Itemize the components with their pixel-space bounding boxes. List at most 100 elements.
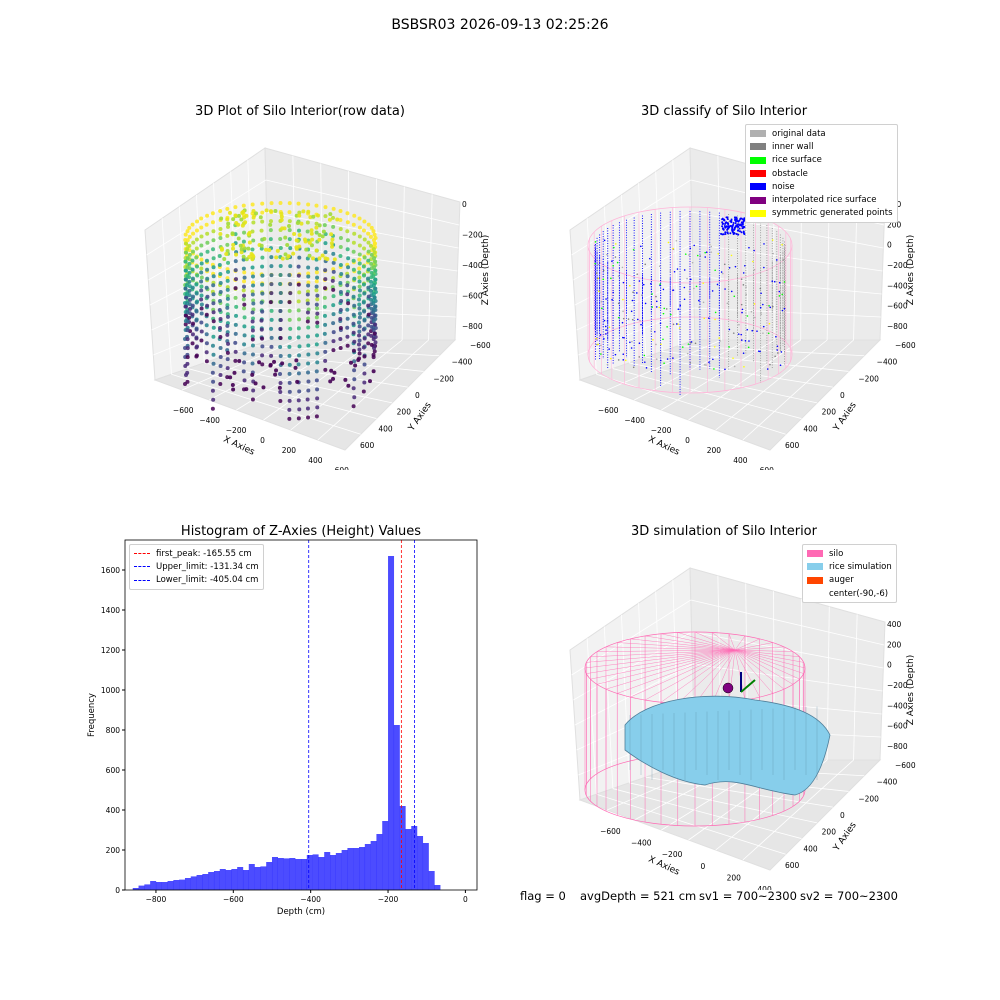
p1-point [305,406,310,411]
p1-point [369,333,374,338]
p2-point [606,363,609,366]
p1-grid [153,307,270,356]
p1-point [310,237,315,242]
p1-point [305,301,310,306]
histogram-ytick: 400 [106,806,121,815]
p1-point [323,268,328,273]
p2-point [594,260,597,262]
p4-silo-roof [630,649,736,698]
p1-grid [253,345,440,357]
p1-point [287,398,292,403]
p2-point [638,280,641,282]
p2-point [597,277,600,280]
p1-point [369,342,374,347]
p1-ylabel: Y Axies [406,400,434,433]
p1-point [287,201,292,206]
p1-point [331,206,336,211]
p1-point [352,303,357,308]
p1-point [338,235,343,240]
p1-point [264,247,269,252]
p2-grid [576,275,694,331]
legend-swatch [750,183,766,191]
p1-point [296,299,301,304]
p2-point [710,245,713,248]
p1-point [199,243,204,248]
p4-silo-roof [584,649,736,669]
histogram-bar [376,834,383,890]
p4-ytick: −600 [895,761,916,770]
histogram-bar [318,857,325,890]
p1-point [372,232,377,237]
p4-grid [690,599,885,646]
p4-ytick: −200 [858,794,879,803]
p2-point [662,288,665,291]
p2-noise-cluster [737,229,740,232]
p1-point [345,220,350,225]
p2-point [683,286,686,289]
p1-point [194,318,199,323]
p1-point [357,279,362,284]
legend-swatch [750,170,766,178]
p1-point [315,396,320,401]
panel2-legend: original data inner wall rice surface obsta… [745,124,898,224]
histogram-bar [266,862,273,890]
p1-point [314,369,319,374]
p2-point [599,334,602,336]
p1-point [211,352,216,357]
p1-point [320,253,325,258]
p1-xtick: −400 [199,416,220,425]
p1-point [362,237,367,242]
p2-point [766,368,769,370]
p1-point [331,330,336,335]
p1-point [199,234,204,239]
p1-point [211,397,216,402]
p1-point [228,375,233,380]
histogram-xtick: −600 [223,895,244,904]
p1-point [362,362,367,367]
p1-point [242,333,247,338]
p1-point [199,225,204,230]
p2-noise-cluster [721,221,724,224]
p1-point [366,240,371,245]
p1-point [247,240,252,245]
p1-point [231,387,236,392]
p1-point [306,343,311,348]
p1-point [233,322,238,327]
p2-noise-cluster [731,230,734,233]
p2-point [672,357,674,359]
p1-point [283,252,288,257]
panel4-title: 3D simulation of Silo Interior [631,524,817,539]
p1-point [362,309,367,314]
p1-point [218,271,223,276]
histogram-bar [184,878,191,890]
p1-point [185,319,190,324]
p2-ytick: 400 [803,424,818,433]
p1-point [368,234,373,239]
histogram-xlabel: Depth (cm) [277,907,325,917]
p1-point [194,228,199,233]
p1-point [253,381,258,386]
panel1-title: 3D Plot of Silo Interior(row data) [195,104,405,119]
p4-grid [742,759,854,861]
p1-point [259,300,264,305]
p4-silo-roof [734,649,760,698]
p1-point [287,228,292,233]
p1-point [251,215,256,220]
p2-point [595,272,598,274]
p2-point [644,263,647,266]
histogram-ytick: 600 [106,766,121,775]
p1-point [362,336,367,341]
p1-point [297,210,302,215]
p1-grid [181,339,297,391]
p1-point [194,354,199,359]
avg-depth-text: avgDepth = 521 cm [580,889,697,903]
p1-point [345,211,350,216]
p1-point [315,311,320,316]
p1-point [259,318,264,323]
p1-ytick: −200 [433,374,454,383]
p1-point [250,310,255,315]
p1-point [199,257,204,262]
p2-point [617,302,620,305]
p2-ztick: −400 [887,281,908,290]
p1-point [184,313,189,318]
